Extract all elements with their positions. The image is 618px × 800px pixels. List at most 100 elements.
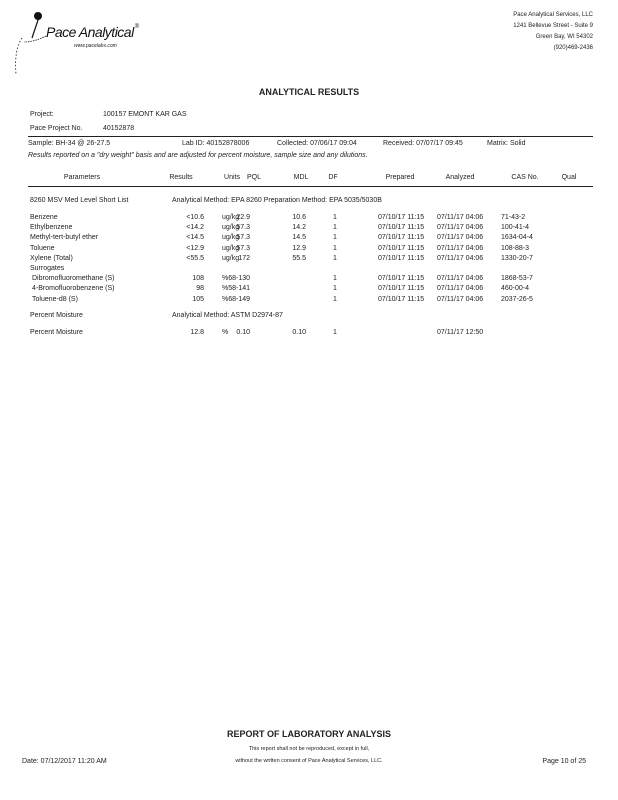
cell-analyzed: 07/11/17 04:06 <box>437 224 484 232</box>
collected: Collected: 07/06/17 09:04 <box>277 140 357 147</box>
pace-project-label: Pace Project No. <box>30 125 83 132</box>
cell-results: 105 <box>192 295 204 303</box>
report-title: REPORT OF LABORATORY ANALYSIS <box>226 729 392 739</box>
cell-results: <14.2 <box>186 224 204 232</box>
cell-pql: 58-141 <box>228 285 250 293</box>
cell-cas-no: 108-88-3 <box>501 244 530 252</box>
cell-cas-no: 1868-53-7 <box>501 275 533 283</box>
logo-swoosh-icon <box>15 12 47 75</box>
cell-parameters: Benzene <box>30 214 58 221</box>
cell-units: % <box>222 295 229 303</box>
company-name: Pace Analytical Services, LLC <box>513 12 593 18</box>
header-underline <box>28 186 593 187</box>
matrix: Matrix: Solid <box>487 140 526 147</box>
cell-df: 1 <box>333 244 337 252</box>
cell-parameters: Percent Moisture <box>30 328 83 336</box>
cell-results: <55.5 <box>186 254 204 262</box>
column-header-results: Results <box>169 174 193 181</box>
cell-mdl: 12.9 <box>292 244 306 252</box>
cell-prepared: 07/10/17 11:15 <box>378 285 425 293</box>
cell-df: 1 <box>333 214 337 221</box>
cell-cas-no: 100-41-4 <box>501 224 530 232</box>
cell-analyzed: 07/11/17 04:06 <box>437 275 484 283</box>
cell-results: <14.5 <box>186 234 204 242</box>
section-method: Analytical Method: EPA 8260 Preparation … <box>172 197 382 204</box>
section-name: Percent Moisture <box>30 311 83 319</box>
section-method: Analytical Method: ASTM D2974-87 <box>172 311 283 319</box>
column-header-mdl: MDL <box>293 174 309 181</box>
cell-df: 1 <box>333 295 337 303</box>
cell-prepared: 07/10/17 11:15 <box>378 295 425 303</box>
cell-units: % <box>222 328 229 336</box>
cell-pql: 22.9 <box>236 214 250 221</box>
cell-results: 98 <box>196 285 204 293</box>
cell-mdl: 14.2 <box>292 224 306 232</box>
column-header-parameters: Parameters <box>63 174 101 181</box>
cell-pql: 57.3 <box>236 234 250 242</box>
page-title: ANALYTICAL RESULTS <box>258 87 360 97</box>
cell-df: 1 <box>333 234 337 242</box>
cell-results: <10.6 <box>186 214 204 221</box>
cell-df: 1 <box>333 328 337 336</box>
cell-cas-no: 1330-20-7 <box>501 254 533 262</box>
cell-parameters: Toluene <box>30 244 55 252</box>
company-city: Green Bay, WI 54302 <box>535 34 593 40</box>
cell-units: ug/kg <box>222 254 240 262</box>
cell-parameters: Methyl-tert-butyl ether <box>30 234 99 242</box>
cell-analyzed: 07/11/17 12:50 <box>437 328 484 336</box>
sample-id: Sample: BH-34 @ 26-27.5 <box>28 140 111 147</box>
cell-results: <12.9 <box>186 244 204 252</box>
cell-df: 1 <box>333 224 337 232</box>
cell-pql: 57.3 <box>236 224 250 232</box>
company-street: 1241 Bellevue Street - Suite 9 <box>513 23 593 29</box>
cell-cas-no: 2037-26-5 <box>501 295 533 303</box>
cell-mdl: 14.5 <box>292 234 306 242</box>
cell-df: 1 <box>333 285 337 293</box>
cell-prepared: 07/10/17 11:15 <box>378 234 425 242</box>
cell-parameters: Xylene (Total) <box>30 254 73 262</box>
cell-df: 1 <box>333 254 337 262</box>
cell-parameters: Ethylbenzene <box>30 224 73 232</box>
cell-pql: 68-130 <box>228 275 250 283</box>
section-name: 8260 MSV Med Level Short List <box>30 197 129 204</box>
cell-parameters: Dibromofluoromethane (S) <box>32 275 115 283</box>
cell-units: ug/kg <box>222 234 240 242</box>
cell-results: 108 <box>192 275 204 283</box>
cell-parameters: Toluene-d8 (S) <box>32 295 78 303</box>
report-date: Date: 07/12/2017 11:20 AM <box>22 758 107 765</box>
column-header-pql: PQL <box>246 174 262 181</box>
cell-pql: 57.3 <box>236 244 250 252</box>
cell-units: % <box>222 275 229 283</box>
basis-note: Results reported on a "dry weight" basis… <box>28 152 368 159</box>
cell-pql: 68-149 <box>228 295 250 303</box>
cell-prepared: 07/10/17 11:15 <box>378 254 425 262</box>
cell-cas-no: 460-00-4 <box>501 285 530 293</box>
logo-text: Pace Analytical <box>46 24 139 40</box>
cell-units: % <box>222 285 229 293</box>
notice-line-2: without the written consent of Pace Anal… <box>235 758 383 764</box>
logo-url: www.pacelabs.com <box>74 43 117 49</box>
page-number: Page 10 of 25 <box>542 758 586 765</box>
column-header-units: Units <box>224 174 240 181</box>
cell-analyzed: 07/11/17 04:06 <box>437 234 484 242</box>
cell-parameters: 4-Bromofluorobenzene (S) <box>32 285 115 293</box>
notice-line-1: This report shall not be reproduced, exc… <box>248 746 370 752</box>
divider <box>28 136 593 137</box>
column-header-qual: Qual <box>561 174 577 181</box>
received: Received: 07/07/17 09:45 <box>383 140 463 147</box>
surrogates-heading: Surrogates <box>30 265 65 272</box>
column-header-analyzed: Analyzed <box>445 174 475 181</box>
cell-analyzed: 07/11/17 04:06 <box>437 214 484 221</box>
column-header-prepared: Prepared <box>385 174 415 181</box>
cell-prepared: 07/10/17 11:15 <box>378 275 425 283</box>
pace-project-value: 40152878 <box>103 125 135 132</box>
cell-analyzed: 07/11/17 04:06 <box>437 285 484 293</box>
cell-cas-no: 1634-04-4 <box>501 234 533 242</box>
cell-mdl: 55.5 <box>292 254 306 262</box>
cell-units: ug/kg <box>222 244 240 252</box>
lab-id: Lab ID: 40152878006 <box>182 140 250 147</box>
project-value: 100157 EMONT KAR GAS <box>103 111 187 118</box>
cell-results: 12.8 <box>190 328 204 336</box>
cell-mdl: 10.6 <box>292 214 306 221</box>
cell-prepared: 07/10/17 11:15 <box>378 244 425 252</box>
